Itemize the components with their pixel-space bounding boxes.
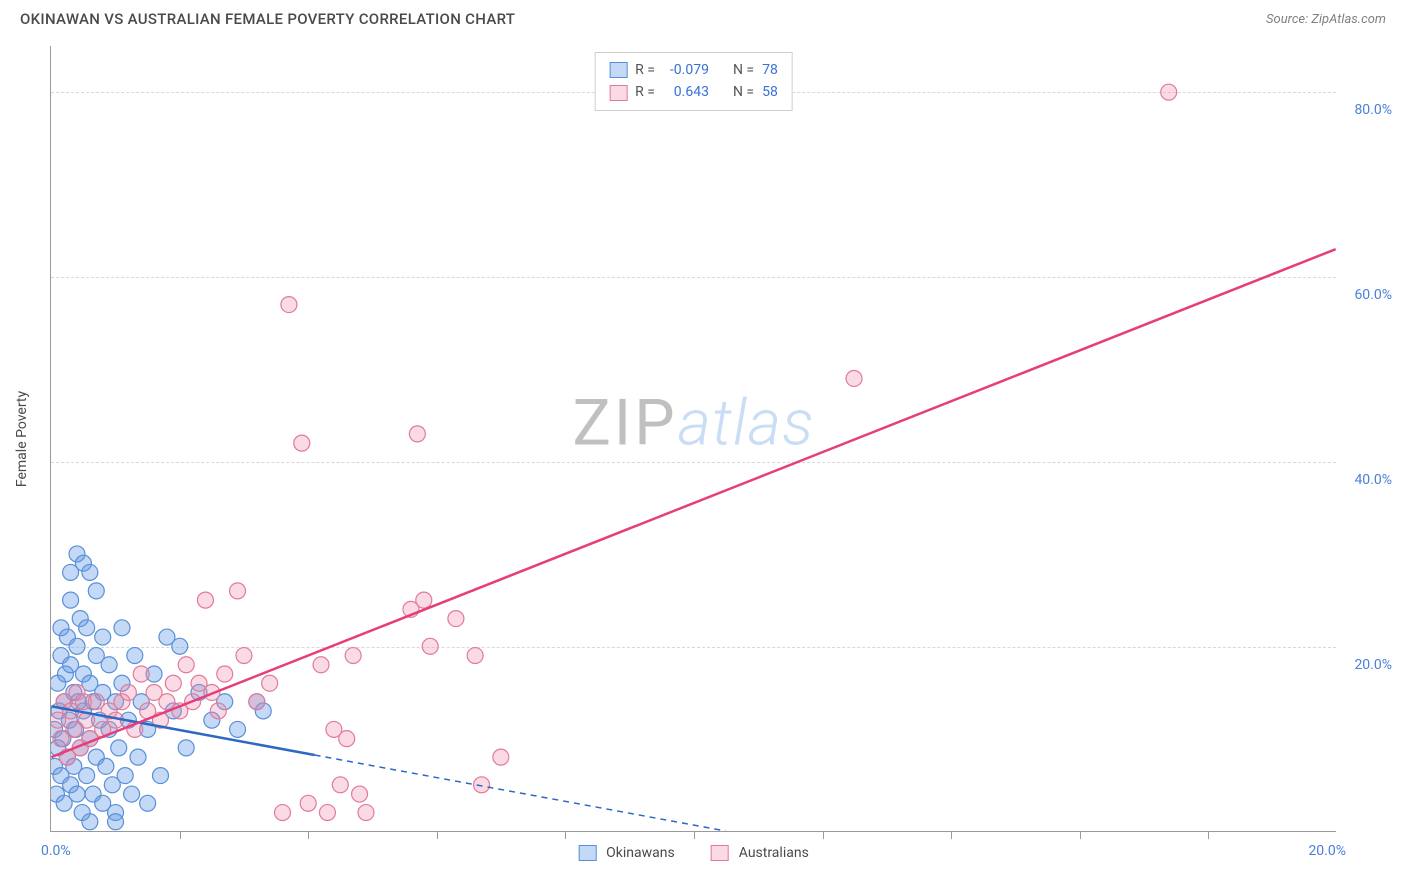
scatter-point-australians <box>230 583 246 599</box>
scatter-point-australians <box>217 666 233 682</box>
chart-header: OKINAWAN VS AUSTRALIAN FEMALE POVERTY CO… <box>0 0 1406 32</box>
n-label: N = <box>733 81 754 103</box>
y-axis-title: Female Poverty <box>14 391 30 487</box>
scatter-point-okinawans <box>69 638 85 654</box>
scatter-point-okinawans <box>230 721 246 737</box>
chart-title: OKINAWAN VS AUSTRALIAN FEMALE POVERTY CO… <box>20 10 515 28</box>
scatter-point-australians <box>352 786 368 802</box>
scatter-point-okinawans <box>140 795 156 811</box>
x-axis-label-end: 20.0% <box>1308 843 1346 859</box>
scatter-point-australians <box>332 777 348 793</box>
legend-swatch-okinawans <box>609 62 627 78</box>
n-value-0: 78 <box>762 59 778 81</box>
chart-source: Source: ZipAtlas.com <box>1266 12 1386 27</box>
scatter-plot-svg <box>51 46 1336 831</box>
scatter-point-australians <box>448 611 464 627</box>
scatter-point-okinawans <box>69 786 85 802</box>
r-value-1: 0.643 <box>663 81 709 103</box>
plot-area: ZIPatlas R = -0.079 N = 78 R = 0.643 N =… <box>50 46 1336 832</box>
legend-series: Okinawans Australians <box>578 845 809 861</box>
scatter-point-australians <box>210 703 226 719</box>
scatter-point-australians <box>197 592 213 608</box>
scatter-point-australians <box>422 638 438 654</box>
scatter-point-okinawans <box>108 814 124 830</box>
legend-stats-row-0: R = -0.079 N = 78 <box>609 59 778 81</box>
x-axis-tick <box>1208 831 1209 839</box>
scatter-point-australians <box>358 805 374 821</box>
x-axis-tick <box>180 831 181 839</box>
legend-stats-row-1: R = 0.643 N = 58 <box>609 81 778 103</box>
scatter-point-okinawans <box>178 740 194 756</box>
scatter-point-australians <box>249 694 265 710</box>
scatter-point-australians <box>281 297 297 313</box>
scatter-point-australians <box>467 648 483 664</box>
scatter-point-australians <box>275 805 291 821</box>
scatter-point-okinawans <box>95 629 111 645</box>
y-axis-tick-label: 40.0% <box>1354 472 1392 488</box>
scatter-point-okinawans <box>101 657 117 673</box>
scatter-point-okinawans <box>127 648 143 664</box>
scatter-point-okinawans <box>82 814 98 830</box>
scatter-point-australians <box>120 684 136 700</box>
trend-line-okinawans-dashed <box>315 755 726 831</box>
scatter-point-australians <box>165 675 181 691</box>
y-axis-tick-label: 20.0% <box>1354 657 1392 673</box>
scatter-point-australians <box>416 592 432 608</box>
x-axis-label-start: 0.0% <box>41 843 71 859</box>
scatter-point-okinawans <box>82 564 98 580</box>
scatter-point-australians <box>846 370 862 386</box>
legend-swatch-australians <box>609 85 627 101</box>
scatter-point-okinawans <box>152 768 168 784</box>
scatter-point-australians <box>326 721 342 737</box>
scatter-point-australians <box>474 777 490 793</box>
scatter-point-australians <box>133 666 149 682</box>
scatter-point-okinawans <box>88 583 104 599</box>
n-label: N = <box>733 59 754 81</box>
legend-stats: R = -0.079 N = 78 R = 0.643 N = 58 <box>594 52 793 111</box>
x-axis-tick <box>823 831 824 839</box>
y-axis-tick-label: 80.0% <box>1354 102 1392 118</box>
chart-container: Female Poverty ZIPatlas R = -0.079 N = 7… <box>36 46 1336 832</box>
x-axis-tick <box>437 831 438 839</box>
scatter-point-okinawans <box>124 786 140 802</box>
scatter-point-australians <box>178 657 194 673</box>
scatter-point-okinawans <box>79 620 95 636</box>
scatter-point-okinawans <box>63 592 79 608</box>
legend-item-okinawans: Okinawans <box>578 845 675 861</box>
scatter-point-australians <box>313 657 329 673</box>
y-axis-tick-label: 60.0% <box>1354 287 1392 303</box>
scatter-point-australians <box>236 648 252 664</box>
scatter-point-okinawans <box>114 620 130 636</box>
r-value-0: -0.079 <box>663 59 709 81</box>
scatter-point-okinawans <box>79 768 95 784</box>
scatter-point-australians <box>294 435 310 451</box>
legend-swatch-australians-icon <box>711 845 729 861</box>
scatter-point-australians <box>409 426 425 442</box>
trend-line-australians <box>51 249 1335 757</box>
scatter-point-australians <box>319 805 335 821</box>
x-axis-tick <box>565 831 566 839</box>
legend-label-australians: Australians <box>739 845 809 861</box>
scatter-point-australians <box>345 648 361 664</box>
legend-label-okinawans: Okinawans <box>606 845 675 861</box>
scatter-point-australians <box>262 675 278 691</box>
scatter-point-australians <box>300 795 316 811</box>
scatter-point-australians <box>493 749 509 765</box>
scatter-point-okinawans <box>130 749 146 765</box>
scatter-point-okinawans <box>111 740 127 756</box>
r-label: R = <box>635 59 655 81</box>
x-axis-tick <box>1080 831 1081 839</box>
n-value-1: 58 <box>762 81 778 103</box>
scatter-point-okinawans <box>172 638 188 654</box>
legend-item-australians: Australians <box>711 845 809 861</box>
scatter-point-australians <box>1161 84 1177 100</box>
legend-swatch-okinawans-icon <box>578 845 596 861</box>
scatter-point-okinawans <box>98 758 114 774</box>
x-axis-tick <box>951 831 952 839</box>
r-label: R = <box>635 81 655 103</box>
x-axis-tick <box>694 831 695 839</box>
x-axis-tick <box>308 831 309 839</box>
scatter-point-okinawans <box>117 768 133 784</box>
